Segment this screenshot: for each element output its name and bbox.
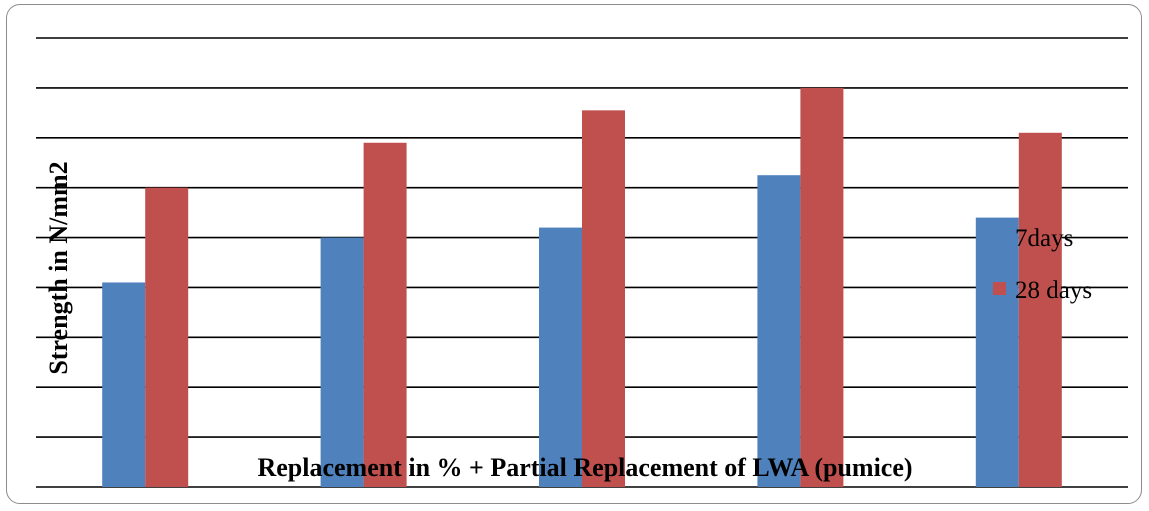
bar-28-days-3 <box>582 110 625 487</box>
bars <box>102 87 1062 488</box>
x-axis-title: Replacement in % + Partial Replacement o… <box>257 453 912 482</box>
gridlines <box>36 37 1128 488</box>
legend-swatch-7days <box>993 230 1006 243</box>
bar-7days-4 <box>757 175 801 487</box>
bar-28-days-4 <box>800 87 844 487</box>
bar-28-days-5 <box>1018 132 1062 488</box>
bar-7days-2 <box>320 237 364 487</box>
bar-7days-3 <box>539 227 582 488</box>
legend-swatch-28-days <box>993 282 1006 295</box>
bar-28-days-2 <box>363 142 407 487</box>
legend-label-7days: 7days <box>1015 225 1073 252</box>
legend: 7days 28 days <box>993 225 1092 304</box>
bar-7days-1 <box>102 282 146 487</box>
y-axis-title: Strength in N/mm2 <box>44 161 73 374</box>
legend-label-28-days: 28 days <box>1015 277 1092 304</box>
bar-7days-5 <box>975 217 1019 487</box>
bar-28-days-1 <box>145 187 189 487</box>
